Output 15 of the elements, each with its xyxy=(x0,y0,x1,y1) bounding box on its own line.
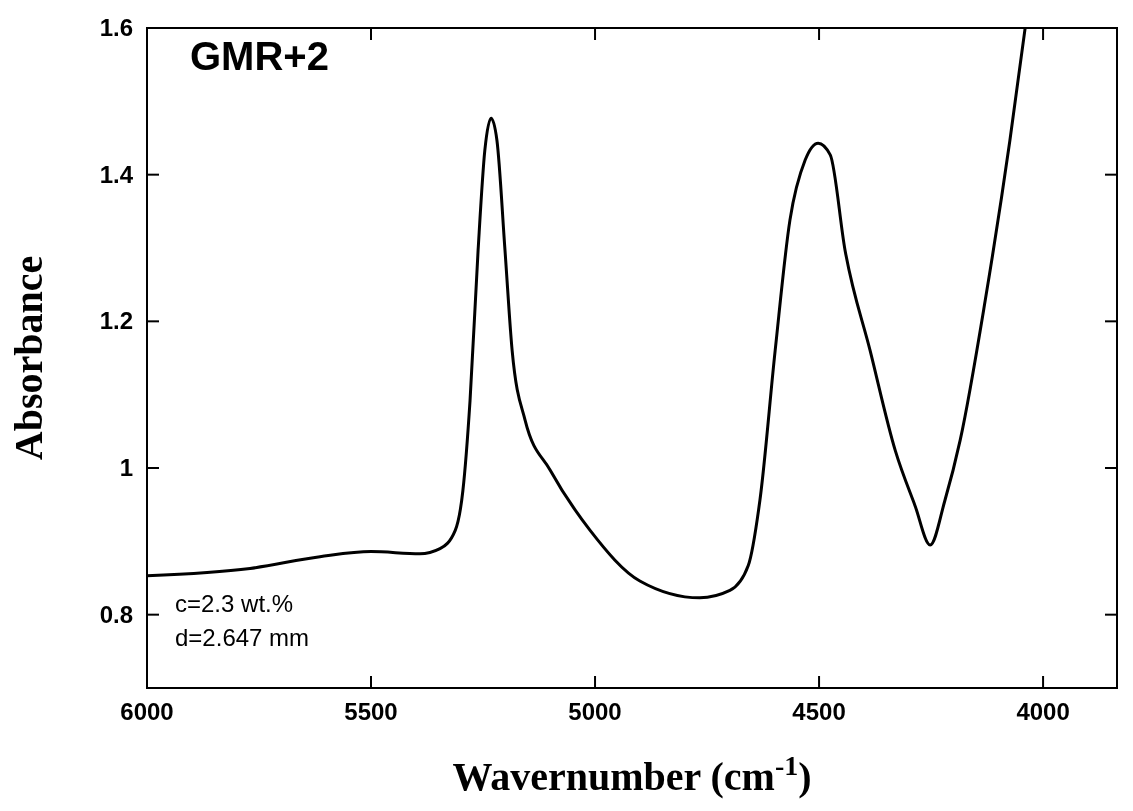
y-tick-label: 1.2 xyxy=(99,307,133,335)
y-tick-label: 1.6 xyxy=(99,14,133,41)
annotation: c=2.3 wt.% xyxy=(175,590,294,617)
y-tick-label: 1 xyxy=(119,454,133,481)
x-axis-title: Wavernumber (cm$^{-1}$) xyxy=(452,749,812,799)
x-tick-label: 4500 xyxy=(792,698,846,725)
annotation: GMR+2 xyxy=(190,34,329,78)
x-tick-label: 6000 xyxy=(120,698,174,725)
x-tick-label: 5000 xyxy=(568,698,622,725)
y-tick-label: 0.8 xyxy=(99,600,133,628)
y-axis-title: Absorbance xyxy=(6,255,51,461)
x-tick-label: 5500 xyxy=(344,698,398,725)
y-tick-label: 1.4 xyxy=(99,160,134,188)
x-tick-label: 4000 xyxy=(1016,698,1070,725)
annotation: d=2.647 mm xyxy=(175,624,310,651)
